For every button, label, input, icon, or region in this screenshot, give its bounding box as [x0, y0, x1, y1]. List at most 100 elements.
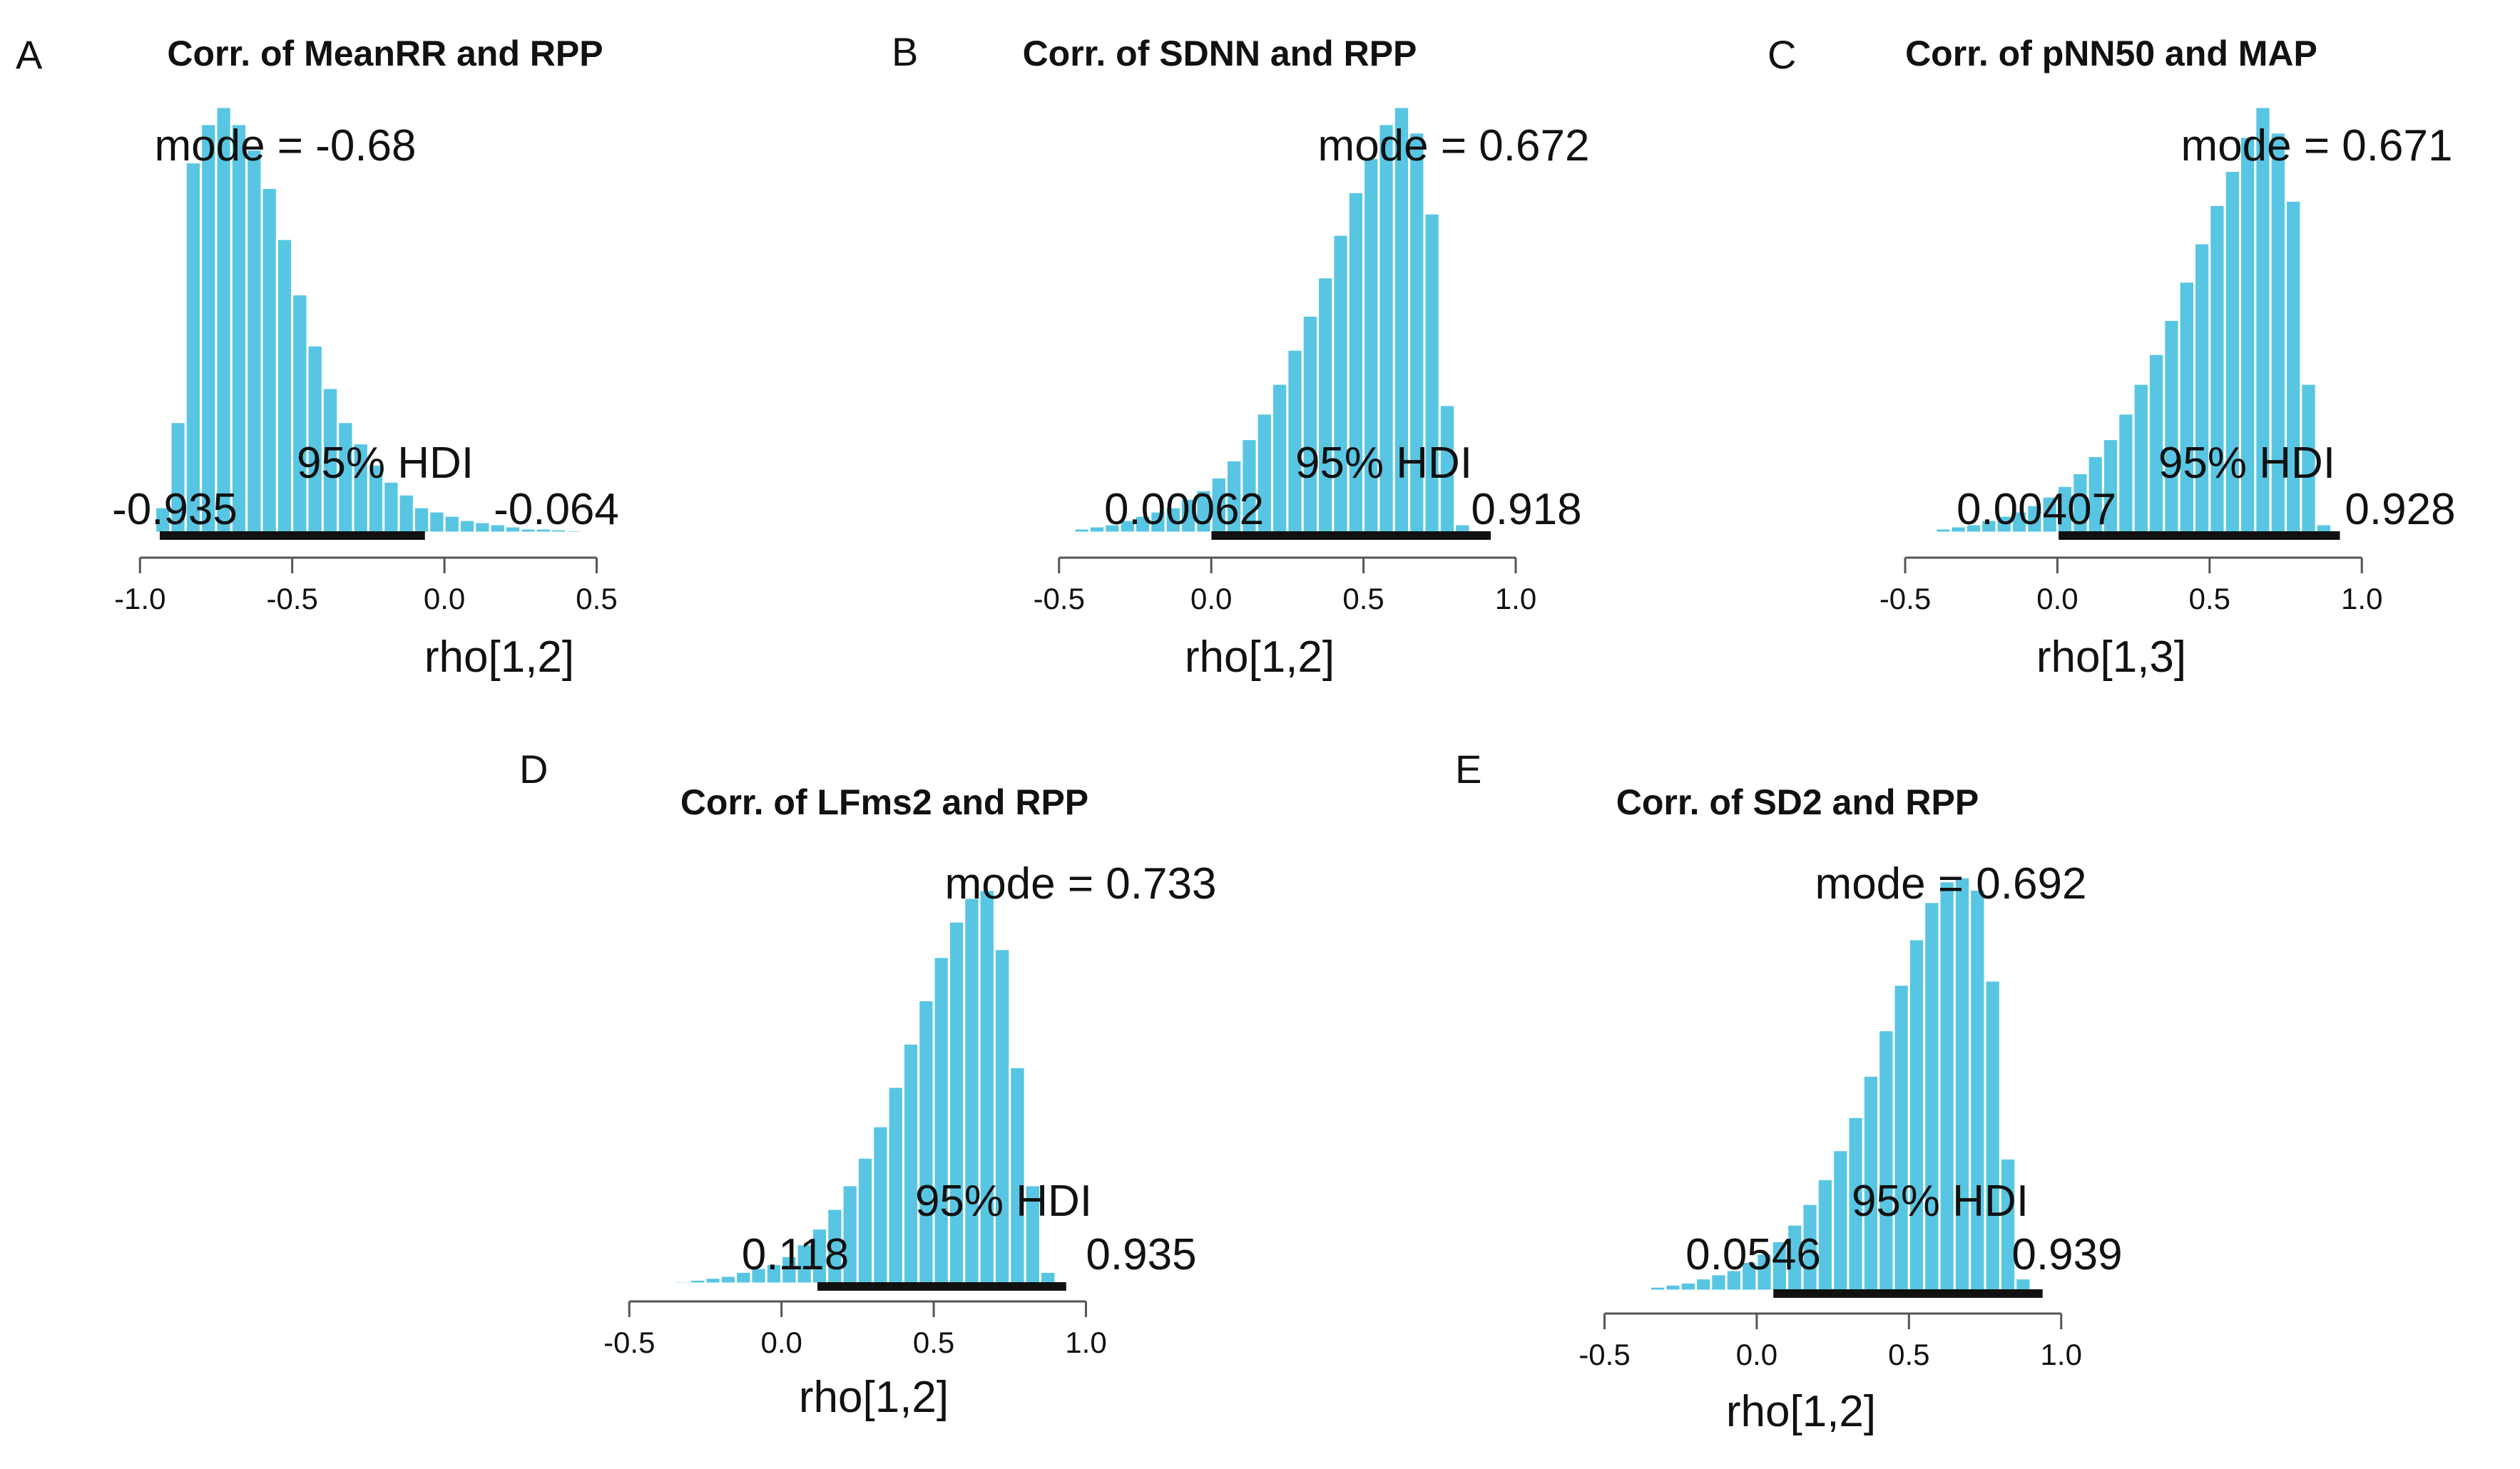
histogram-bar	[1271, 382, 1289, 534]
histogram-bar	[1039, 1270, 1057, 1285]
x-tick-label: 1.0	[1065, 1326, 1106, 1359]
x-axis-label: rho[1,2]	[1185, 633, 1335, 682]
histogram-bar	[902, 1042, 920, 1285]
hdi-label: 95% HDI	[915, 1177, 1092, 1226]
histogram-bar	[580, 529, 598, 534]
chart-title: Corr. of SDNN and RPP	[1023, 34, 1417, 73]
histogram-bar	[947, 920, 966, 1285]
histogram-bar	[382, 480, 400, 534]
mode-label: mode = 0.672	[1318, 121, 1590, 170]
x-tick-label: 0.0	[1190, 582, 1232, 615]
x-tick-label: 1.0	[2041, 1338, 2082, 1371]
mode-label: mode = -0.68	[154, 121, 416, 170]
x-tick-label: 0.5	[2189, 582, 2230, 615]
histogram-bar	[1938, 880, 1956, 1292]
chart-panel-d: Corr. of LFms2 and RPP mode = 0.733 95% …	[603, 782, 1216, 1422]
histogram-bar	[2014, 1277, 2032, 1292]
chart-panel-b: Corr. of SDNN and RPP mode = 0.672 95% H…	[1023, 34, 1590, 682]
x-tick-label: 1.0	[2341, 582, 2382, 615]
histogram-bar	[917, 999, 935, 1285]
x-tick-label: 0.5	[576, 582, 617, 615]
mode-label: mode = 0.692	[1815, 859, 2087, 908]
x-tick-label: 1.0	[1495, 582, 1536, 615]
hdi-high-label: 0.935	[1086, 1230, 1196, 1279]
hdi-label: 95% HDI	[297, 439, 474, 488]
x-tick-label: -0.5	[266, 582, 317, 615]
histogram-bar	[275, 237, 294, 534]
x-tick-label: -0.5	[1034, 582, 1085, 615]
histogram-bar	[1088, 525, 1106, 534]
chart-title: Corr. of SD2 and RPP	[1616, 782, 1979, 822]
hdi-low-label: 0.0546	[1685, 1230, 1821, 1279]
histogram-bar	[1934, 527, 1952, 534]
hdi-low-label: 0.118	[742, 1230, 850, 1279]
histogram-bar	[2193, 242, 2211, 534]
panel-letter-b: B	[892, 29, 919, 74]
histogram-bar	[1317, 276, 1335, 534]
histogram-bar	[230, 123, 248, 534]
hdi-low-label: 0.00062	[1104, 485, 1264, 534]
histogram-bar	[1877, 1029, 1895, 1292]
histogram-bar	[673, 1280, 692, 1285]
histogram-bar	[1664, 1283, 1682, 1292]
chart-title: Corr. of LFms2 and RPP	[680, 782, 1088, 822]
mode-label: mode = 0.671	[2181, 121, 2453, 170]
hdi-high-label: 0.928	[2345, 485, 2455, 534]
histogram-bar	[689, 1278, 707, 1285]
histogram-bar	[1679, 1281, 1698, 1292]
hdi-low-label: 0.00407	[1957, 485, 2116, 534]
chart-panel-e: Corr. of SD2 and RPP mode = 0.692 95% HD…	[1578, 782, 2122, 1436]
x-tick-label: 0.5	[913, 1326, 954, 1359]
histogram-bar	[1332, 233, 1350, 534]
hdi-high-label: -0.064	[494, 485, 619, 534]
histogram-bar	[215, 106, 233, 534]
chart-title: Corr. of pNN50 and MAP	[1905, 34, 2317, 73]
histogram-bar	[887, 1085, 904, 1285]
x-tick-label: -1.0	[114, 582, 165, 615]
x-tick-label: 0.0	[760, 1326, 802, 1359]
histogram-bar	[245, 148, 263, 534]
x-axis-label: rho[1,2]	[1726, 1387, 1876, 1436]
histogram-bar	[1984, 979, 2001, 1292]
histogram-bar	[1695, 1277, 1713, 1292]
histogram-bar	[1923, 901, 1941, 1292]
histogram-bar	[1953, 876, 1971, 1292]
chart-panel-a: Corr. of MeanRR and RPP mode = -0.68 95%…	[112, 34, 619, 682]
x-tick-label: 0.5	[1342, 582, 1384, 615]
histogram-bar	[872, 1125, 889, 1285]
x-tick-label: 0.0	[1736, 1338, 1777, 1371]
panel-letter-e: E	[1455, 747, 1482, 792]
histogram-bar	[719, 1274, 738, 1285]
panel-letter-c: C	[1767, 32, 1797, 77]
histogram-bar	[2178, 280, 2195, 534]
histogram-bar	[397, 493, 415, 534]
histogram-bar	[184, 161, 203, 534]
histogram-bar	[412, 506, 431, 534]
x-tick-label: 0.0	[424, 582, 465, 615]
histogram-bar	[1301, 314, 1320, 534]
chart-panel-c: Corr. of pNN50 and MAP mode = 0.671 95% …	[1879, 34, 2456, 682]
hdi-label: 95% HDI	[2158, 439, 2335, 488]
histogram-bar	[1969, 888, 1986, 1292]
histogram-bar	[260, 186, 278, 534]
x-tick-label: 0.5	[1888, 1338, 1929, 1371]
histogram-bar	[2132, 382, 2150, 534]
histogram-bar	[993, 948, 1011, 1285]
x-tick-label: -0.5	[603, 1326, 655, 1359]
x-tick-label: -0.5	[1578, 1338, 1630, 1371]
panel-letter-a: A	[16, 32, 43, 77]
histogram-bar	[932, 956, 950, 1285]
histogram-bar	[2163, 319, 2180, 534]
x-axis-label: rho[1,3]	[2036, 633, 2186, 682]
histogram-bar	[428, 510, 446, 534]
histogram-bar	[856, 1156, 874, 1285]
histogram-bar	[1892, 983, 1910, 1292]
hdi-label: 95% HDI	[1295, 439, 1472, 488]
x-tick-label: -0.5	[1879, 582, 1931, 615]
histogram-bar	[1009, 1065, 1026, 1285]
hdi-high-label: 0.939	[2011, 1230, 2122, 1279]
histogram-bar	[1073, 527, 1091, 534]
hdi-low-label: -0.935	[112, 485, 238, 534]
histogram-bar	[1832, 1149, 1850, 1292]
histogram-bar	[474, 521, 491, 534]
